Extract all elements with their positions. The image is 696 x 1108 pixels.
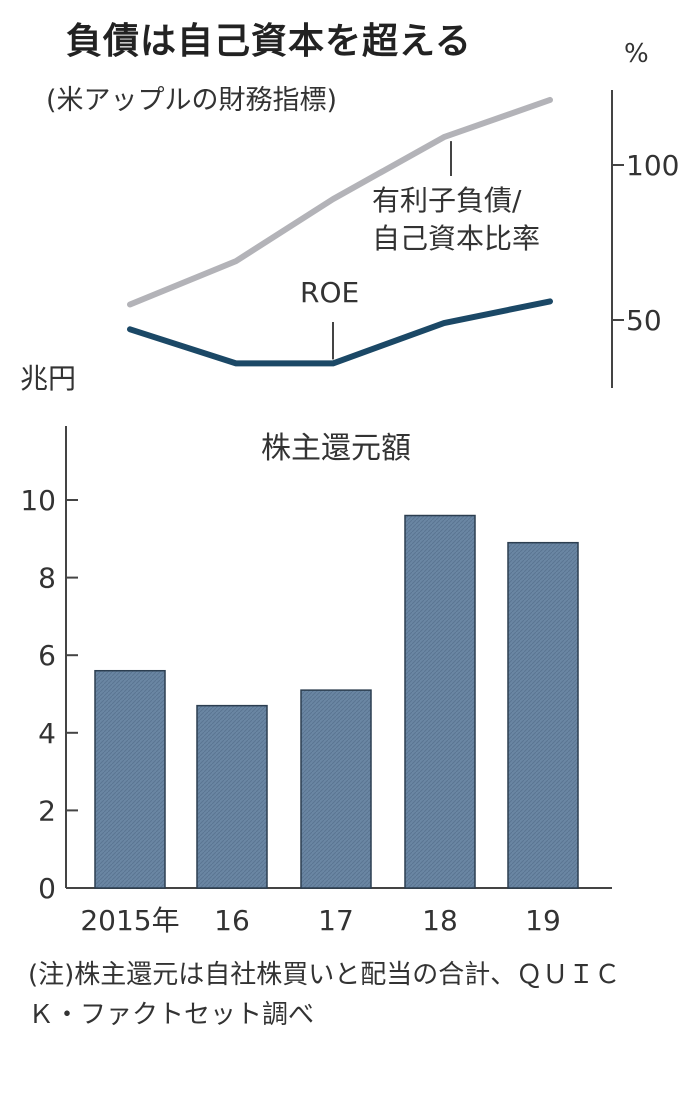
x-tick-label: 16 <box>214 904 250 937</box>
y-tick-label: 50 <box>626 304 662 337</box>
y-unit-label: 兆円 <box>20 362 76 395</box>
chart-subtitle: (米アップルの財務指標) <box>46 85 338 116</box>
bar <box>196 704 268 889</box>
chart-title: 負債は自己資本を超える <box>66 21 472 62</box>
roe-line <box>127 298 553 367</box>
bar-chart-title: 株主還元額 <box>261 431 411 466</box>
x-tick-label: 19 <box>525 904 561 937</box>
debt-equity-ratio-line <box>127 96 553 308</box>
roe-series-label: ROE <box>300 276 359 309</box>
bar <box>404 514 476 889</box>
y-tick-label: 10 <box>20 484 56 517</box>
y-tick-label: 8 <box>38 562 56 595</box>
bar <box>507 541 579 889</box>
x-tick-label: 2015年 <box>80 904 179 937</box>
bar <box>300 689 372 889</box>
y-unit-label: % <box>624 39 649 69</box>
x-tick-label: 18 <box>422 904 458 937</box>
y-tick-label: 100 <box>626 149 679 182</box>
y-tick-label: 0 <box>38 872 56 905</box>
x-tick-label: 17 <box>318 904 354 937</box>
bar <box>94 669 166 889</box>
footnote: (注)株主還元は自社株買いと配当の合計、ＱＵＩＣＫ・ファクトセット調べ <box>28 960 621 1030</box>
ratio-series-label-line2: 自己資本比率 <box>372 222 540 255</box>
y-tick-label: 2 <box>38 794 56 827</box>
y-tick-label: 6 <box>38 639 56 672</box>
ratio-line-chart: % 50 100 有利子負債/自己資本比率 ROE <box>127 39 679 388</box>
y-tick-label: 4 <box>38 717 56 750</box>
ratio-series-label: 有利子負債/ <box>372 184 522 217</box>
